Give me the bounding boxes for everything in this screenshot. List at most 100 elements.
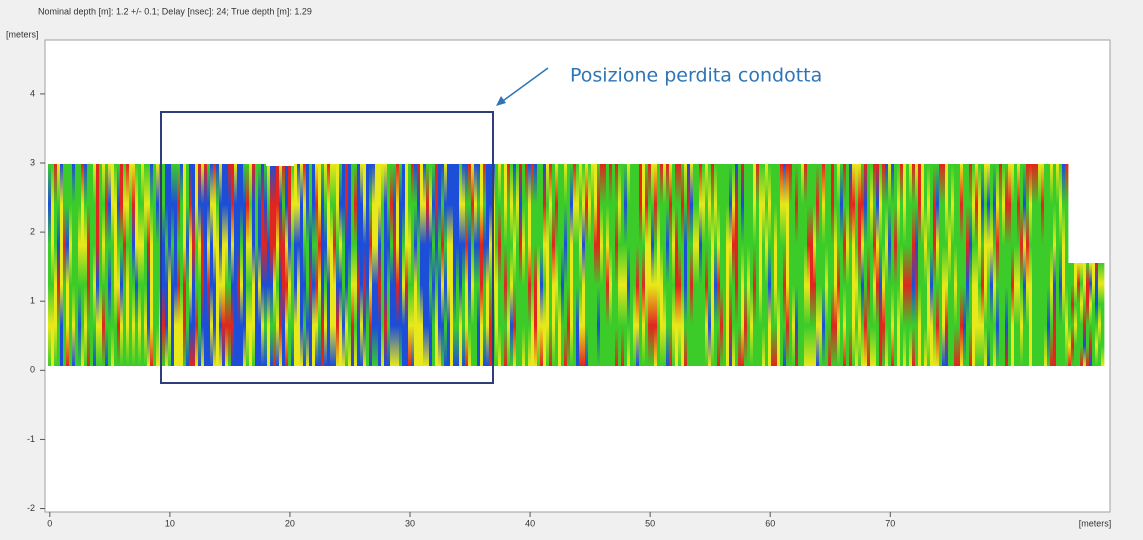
radar-stripe (696, 164, 699, 366)
radar-stripe (858, 164, 861, 366)
radar-stripe (378, 164, 381, 366)
radar-stripe (372, 164, 375, 366)
radar-stripe (138, 164, 141, 366)
radar-stripe (963, 164, 966, 366)
radar-stripe (756, 164, 759, 366)
radar-stripe (576, 164, 579, 366)
radar-stripe (54, 164, 57, 366)
radar-stripe (474, 164, 477, 366)
radar-stripe (690, 164, 693, 366)
radar-stripe (1098, 263, 1101, 366)
radar-stripe (270, 164, 273, 366)
radar-stripe (192, 164, 195, 366)
radar-stripe (864, 164, 867, 366)
radar-stripe (789, 164, 792, 366)
radar-stripe (819, 164, 822, 366)
radar-stripe (1062, 164, 1065, 366)
radar-stripe (246, 164, 249, 366)
radar-stripe (1026, 164, 1029, 366)
radar-stripe (390, 164, 393, 366)
radar-stripe (204, 164, 207, 366)
radar-stripe (237, 164, 240, 366)
radar-stripe (828, 164, 831, 366)
radar-stripe (861, 164, 864, 366)
radar-stripe (726, 164, 729, 366)
radar-stripe (489, 164, 492, 366)
radar-stripe (612, 164, 615, 366)
radar-stripe (714, 164, 717, 366)
radar-stripe (285, 164, 288, 366)
radar-stripe (261, 164, 264, 366)
radar-stripe (522, 164, 525, 366)
radar-stripe (498, 164, 501, 366)
radar-stripe (240, 164, 243, 366)
radar-stripe (264, 164, 267, 366)
radar-stripe (459, 164, 462, 366)
radar-stripe (435, 164, 438, 366)
radar-stripe (621, 164, 624, 366)
radar-stripe (456, 164, 459, 366)
radar-stripe (468, 164, 471, 366)
y-tick-label: -2 (27, 503, 35, 513)
x-tick-label: 10 (165, 518, 175, 528)
radar-stripe (465, 164, 468, 366)
radar-stripe (810, 164, 813, 366)
radar-stripe (444, 164, 447, 366)
radar-stripe (873, 164, 876, 366)
annotation: Posizione perdita condotta (570, 65, 822, 87)
radar-stripe (288, 164, 291, 366)
radar-stripe (336, 164, 339, 366)
radar-stripe (762, 164, 765, 366)
radar-stripe (729, 164, 732, 366)
radar-stripe (999, 164, 1002, 366)
radar-stripe (891, 164, 894, 366)
radar-stripe (1050, 164, 1053, 366)
radar-stripe (297, 164, 300, 366)
radar-stripe (420, 164, 423, 366)
radar-stripe (645, 164, 648, 366)
radar-stripe (201, 164, 204, 366)
radar-stripe (825, 164, 828, 366)
radar-stripe (708, 164, 711, 366)
radar-stripe (243, 164, 246, 366)
radar-stripe (99, 164, 102, 366)
radar-stripe (225, 164, 228, 366)
radar-stripe (381, 164, 384, 366)
radar-stripe (1038, 164, 1041, 366)
radar-stripe (177, 164, 180, 366)
radar-stripe (921, 164, 924, 366)
header-info: Nominal depth [m]: 1.2 +/- 0.1; Delay [n… (38, 6, 312, 16)
radar-stripe (168, 164, 171, 366)
radar-stripe (606, 164, 609, 366)
radar-stripe (654, 164, 657, 366)
y-tick-label: 3 (30, 157, 35, 167)
radar-stripe (447, 164, 450, 366)
radar-stripe (900, 164, 903, 366)
radar-stripe (552, 164, 555, 366)
radar-stripe (189, 164, 192, 366)
radar-stripe (483, 164, 486, 366)
radar-stripe (840, 164, 843, 366)
radar-stripe (567, 164, 570, 366)
radar-stripe (1056, 164, 1059, 366)
probe-gap (266, 162, 294, 166)
radar-stripe (855, 164, 858, 366)
radar-stripe (117, 164, 120, 366)
radar-stripe (72, 164, 75, 366)
radar-stripe (129, 164, 132, 366)
radar-stripe (1074, 263, 1077, 366)
radar-stripe (195, 164, 198, 366)
radar-stripe (561, 164, 564, 366)
radar-stripe (735, 164, 738, 366)
radar-stripe (333, 164, 336, 366)
radar-stripe (876, 164, 879, 366)
radar-stripe (219, 164, 222, 366)
radar-stripe (954, 164, 957, 366)
x-tick-label: 40 (525, 518, 535, 528)
radar-stripe (153, 164, 156, 366)
radar-stripe (618, 164, 621, 366)
radar-stripe (114, 164, 117, 366)
page: Nominal depth [m]: 1.2 +/- 0.1; Delay [n… (0, 0, 1143, 540)
radar-stripe (957, 164, 960, 366)
radar-stripe (546, 164, 549, 366)
